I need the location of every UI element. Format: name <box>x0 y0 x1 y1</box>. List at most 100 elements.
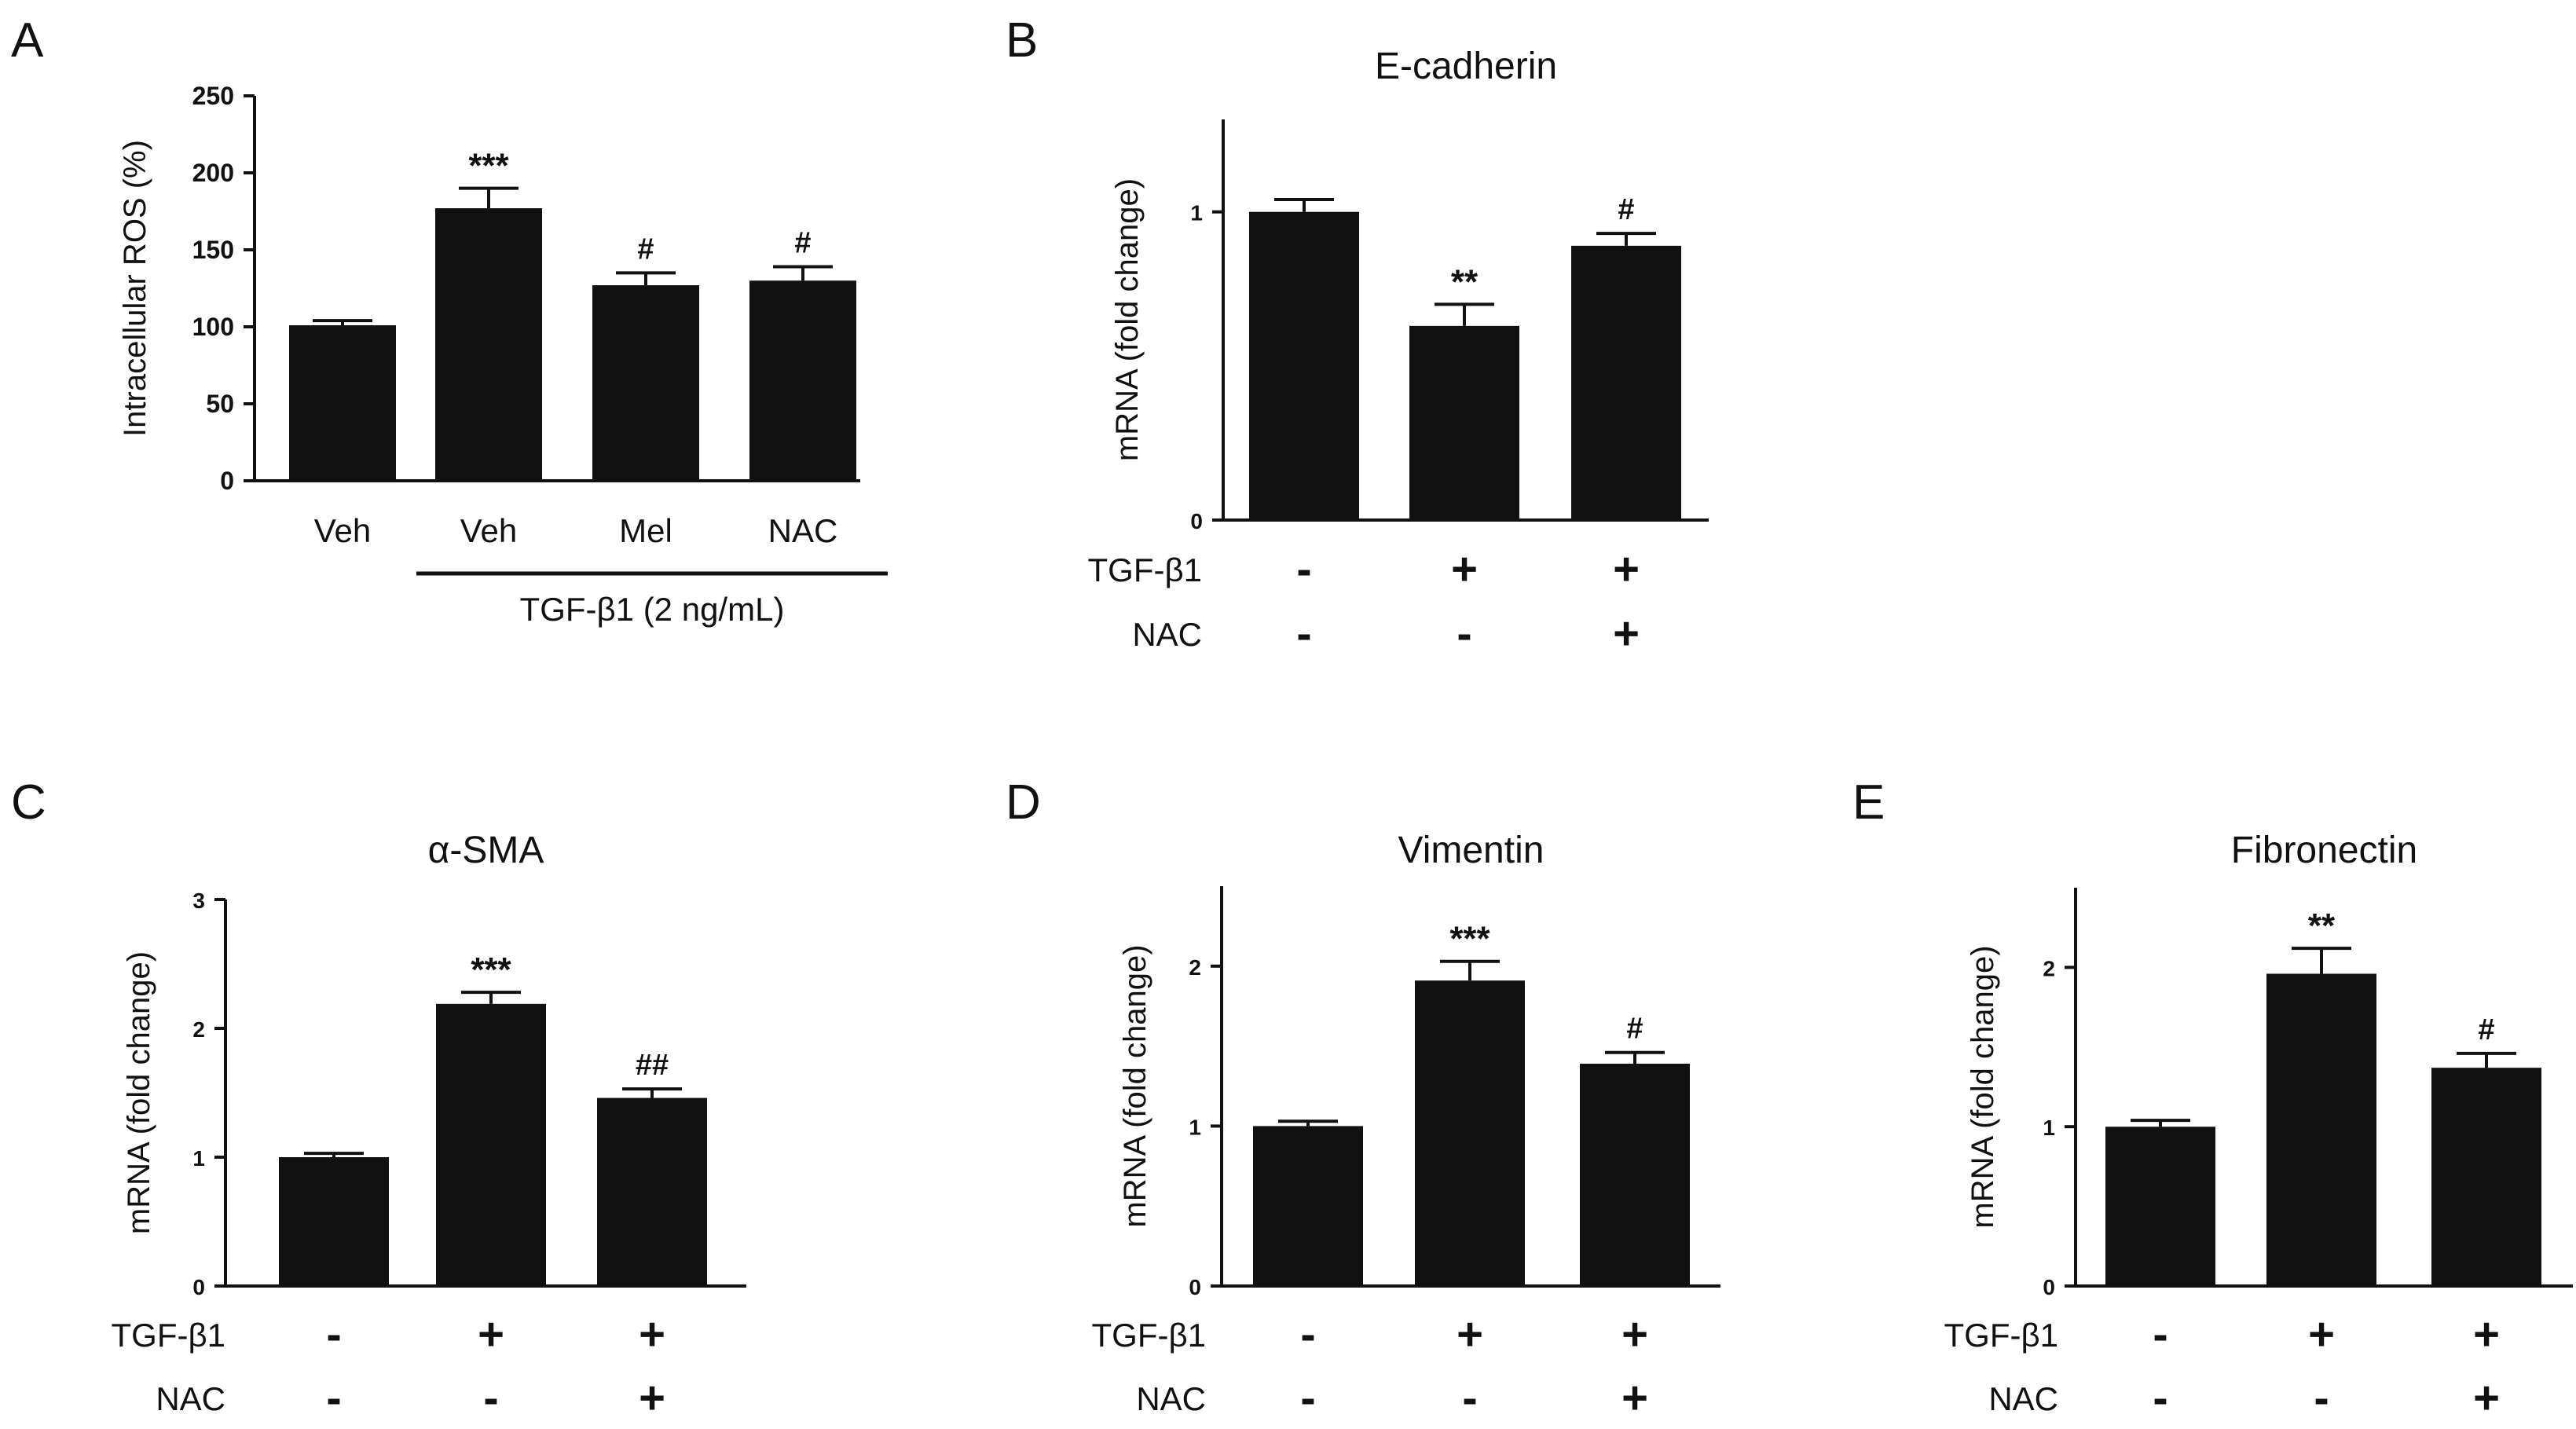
significance-marker: ** <box>2308 907 2336 945</box>
chart-title: Fibronectin <box>2231 830 2417 871</box>
bar <box>597 1097 707 1286</box>
bar <box>1580 1063 1690 1286</box>
y-tick-label: 100 <box>192 313 234 341</box>
treatment-minus: - <box>1296 544 1311 595</box>
y-tick-label: 0 <box>1189 1275 1201 1299</box>
y-tick-label: 3 <box>192 889 205 913</box>
y-tick-label: 250 <box>192 82 234 110</box>
treatment-minus: - <box>2314 1372 2329 1424</box>
treatment-label: NAC <box>1132 616 1202 653</box>
treatment-plus: + <box>2308 1309 2335 1360</box>
treatment-plus: + <box>1613 544 1640 595</box>
y-tick-label: 2 <box>2043 956 2055 980</box>
y-axis-label: mRNA (fold change) <box>1966 945 2000 1228</box>
treatment-plus: + <box>1451 544 1478 595</box>
significance-marker: # <box>2478 1013 2494 1046</box>
panel-letter: A <box>11 13 44 68</box>
y-tick-label: 2 <box>1189 955 1201 980</box>
y-tick-label: 150 <box>192 236 234 264</box>
bar <box>2266 973 2376 1286</box>
y-tick-label: 1 <box>1190 201 1203 225</box>
y-axis-label: mRNA (fold change) <box>1118 944 1152 1227</box>
significance-marker: # <box>637 233 654 266</box>
significance-marker: # <box>1618 193 1634 226</box>
y-tick-label: 0 <box>192 1275 205 1299</box>
bar <box>2105 1127 2215 1286</box>
treatment-minus: - <box>2153 1372 2167 1424</box>
treatment-minus: - <box>2153 1309 2167 1360</box>
treatment-plus: + <box>639 1309 665 1360</box>
y-tick-label: 1 <box>192 1146 205 1171</box>
treatment-plus: + <box>1621 1372 1648 1424</box>
y-axis-label: mRNA (fold change) <box>1110 178 1145 461</box>
significance-marker: ** <box>1451 262 1479 301</box>
treatment-plus: + <box>1457 1309 1483 1360</box>
treatment-plus: + <box>2473 1372 2500 1424</box>
y-tick-label: 200 <box>192 159 234 187</box>
chart-panel-b: B E-cadherin mRNA (fold change) 0 1 ** # TGF-β1… <box>1006 13 1709 659</box>
y-tick-label: 1 <box>1189 1115 1201 1139</box>
treatment-minus: - <box>1300 1372 1315 1424</box>
panel-letter: D <box>1006 775 1041 830</box>
group-label: TGF-β1 (2 ng/mL) <box>520 591 785 628</box>
y-tick-label: 1 <box>2043 1116 2055 1140</box>
x-tick-label: Mel <box>619 512 672 549</box>
y-tick-label: 0 <box>1190 509 1203 533</box>
treatment-label: NAC <box>1136 1380 1206 1417</box>
y-tick-label: 0 <box>2043 1275 2055 1299</box>
bar <box>2431 1068 2541 1286</box>
chart-panel-e: E Fibronectin mRNA (fold change) 0 1 2 ** # TGF-… <box>1852 775 2573 1424</box>
treatment-label: TGF-β1 <box>1092 1317 1206 1354</box>
treatment-minus: - <box>326 1372 341 1424</box>
bar <box>1415 980 1525 1286</box>
y-tick-label: 0 <box>220 467 234 495</box>
chart-panel-c: Cα-SMA mRNA (fold change) 0 1 2 3 *** ## TGF-β1 -… <box>11 775 746 1424</box>
bar <box>749 280 856 481</box>
bar <box>436 1003 546 1286</box>
treatment-label: NAC <box>156 1380 225 1417</box>
treatment-label: TGF-β1 <box>1088 551 1202 588</box>
significance-marker: # <box>794 227 811 260</box>
treatment-plus: + <box>1613 608 1640 659</box>
treatment-label: NAC <box>1988 1380 2058 1417</box>
y-tick-label: 50 <box>206 390 234 418</box>
panel-letter: B <box>1006 13 1038 68</box>
treatment-plus: + <box>639 1372 665 1424</box>
significance-marker: # <box>1626 1013 1643 1046</box>
y-axis-label: Intracellular ROS (%) <box>118 140 152 437</box>
bar <box>592 285 699 481</box>
panel-letter: E <box>1852 775 1885 830</box>
bar <box>435 208 542 481</box>
bar <box>1249 211 1359 520</box>
chart-panel-a: A Intracellular ROS (%) 0 50 100 150 200 250 ***… <box>11 13 888 628</box>
y-tick-label: 2 <box>192 1017 205 1042</box>
treatment-label: TGF-β1 <box>112 1317 225 1354</box>
treatment-minus: - <box>1462 1372 1477 1424</box>
bar <box>279 1157 389 1286</box>
bar <box>1571 245 1681 520</box>
treatment-plus: + <box>478 1309 504 1360</box>
treatment-plus: + <box>2473 1309 2500 1360</box>
significance-marker: ## <box>636 1049 669 1082</box>
chart-title: Vimentin <box>1398 830 1545 871</box>
significance-marker: *** <box>471 951 511 989</box>
chart-title: α-SMA <box>428 830 544 871</box>
treatment-minus: - <box>1300 1309 1315 1360</box>
chart-title: E-cadherin <box>1375 46 1557 87</box>
treatment-plus: + <box>1621 1309 1648 1360</box>
treatment-minus: - <box>483 1372 498 1424</box>
significance-marker: *** <box>468 147 509 185</box>
chart-panel-d: D Vimentin mRNA (fold change) 0 1 2 *** # TGF-β1… <box>1006 775 1720 1424</box>
x-tick-label: Veh <box>314 512 371 549</box>
treatment-minus: - <box>1457 608 1471 659</box>
bar <box>1253 1126 1363 1286</box>
x-tick-label: Veh <box>460 512 517 549</box>
bar <box>289 325 396 481</box>
x-tick-label: NAC <box>768 512 838 549</box>
y-axis-label: mRNA (fold change) <box>122 951 156 1234</box>
panel-letter: C <box>11 775 46 830</box>
treatment-label: TGF-β1 <box>1944 1317 2058 1354</box>
treatment-minus: - <box>1296 608 1311 659</box>
treatment-minus: - <box>326 1309 341 1360</box>
